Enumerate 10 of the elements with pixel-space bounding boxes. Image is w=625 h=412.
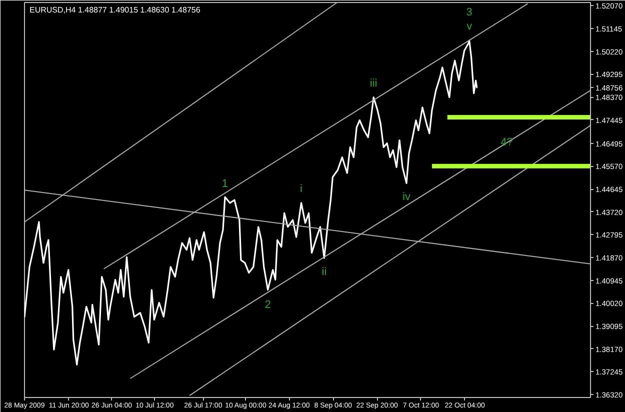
chart-title: EURUSD,H4 1.48877 1.49015 1.48630 1.48756	[30, 6, 201, 14]
annotation: 2	[264, 298, 271, 311]
line-series	[24, 40, 478, 366]
annotation: i	[300, 182, 302, 195]
annotation: 3	[466, 6, 472, 19]
annotation: iv	[402, 191, 411, 204]
annotation: ii	[322, 266, 327, 278]
annotation: 1	[222, 178, 228, 190]
annotation: v	[466, 20, 473, 33]
annotation: iii	[370, 77, 378, 90]
